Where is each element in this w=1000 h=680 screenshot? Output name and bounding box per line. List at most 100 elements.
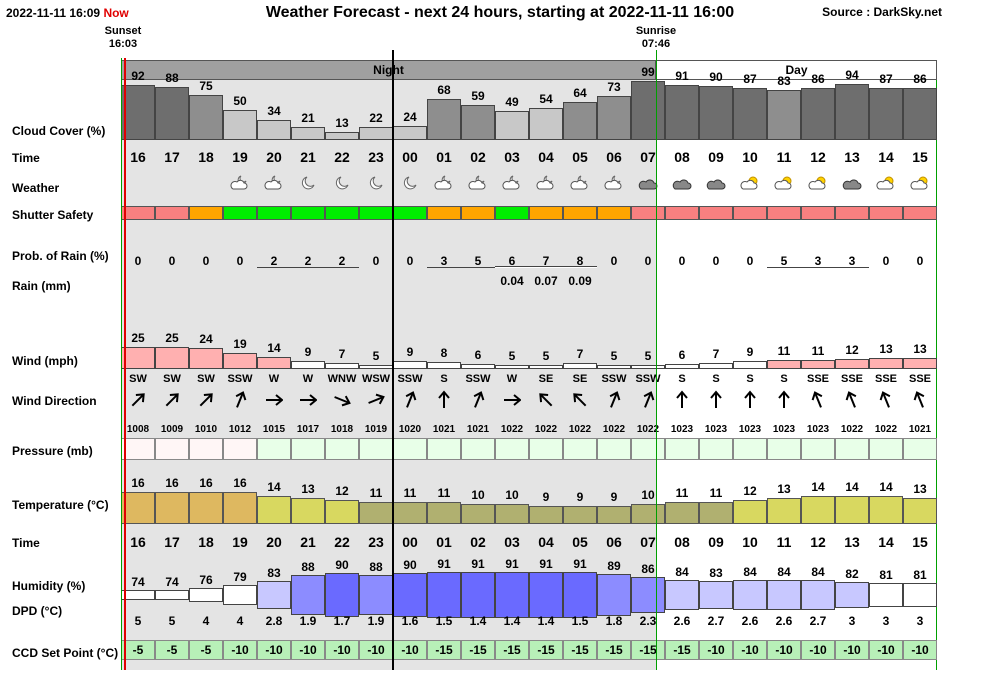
wind-arrow-icon: [843, 389, 861, 411]
ccd-cell: [767, 640, 801, 660]
partly-cloudy-day-icon: [876, 175, 896, 191]
time-value: 10: [742, 534, 758, 550]
time-value: 04: [538, 149, 554, 165]
wind-bar: [189, 348, 223, 369]
wind-dir-value: SW: [163, 373, 181, 385]
ccd-cell: [291, 640, 325, 660]
ccd-cell: [903, 640, 937, 660]
ccd-cell: [155, 640, 189, 660]
ccd-value: -10: [741, 643, 759, 657]
sunrise-line: [656, 50, 657, 670]
humidity-bar: [597, 574, 631, 616]
wind-dir-value: SSW: [635, 373, 661, 385]
temperature-value: 11: [437, 486, 451, 500]
dpd-value: 2.6: [741, 614, 759, 628]
partly-cloudy-night-icon: [502, 175, 522, 191]
temperature-value: 12: [743, 484, 757, 498]
cloud-value: 86: [811, 72, 825, 86]
rain-prob-value: 3: [848, 254, 856, 268]
shutter-safety-cell: [563, 206, 597, 220]
ccd-cell: [665, 640, 699, 660]
pressure-cell: [223, 438, 257, 460]
rain-prob-value: 2: [338, 254, 346, 268]
humidity-bar: [801, 579, 835, 611]
rain-prob-value: 3: [814, 254, 822, 268]
time-value: 01: [436, 149, 452, 165]
shutter-safety-cell: [801, 206, 835, 220]
wind-bar: [257, 357, 291, 369]
rain-prob-value: 6: [508, 254, 516, 268]
time-value: 16: [130, 149, 146, 165]
time-value: 21: [300, 149, 316, 165]
wind-bar: [291, 361, 325, 369]
cloud-value: 91: [675, 69, 689, 83]
cloudy-icon: [706, 175, 726, 191]
ccd-value: -10: [333, 643, 351, 657]
partly-cloudy-night-icon: [230, 175, 250, 191]
humidity-value: 89: [607, 559, 621, 574]
shutter-safety-cell: [733, 206, 767, 220]
pressure-value: 1009: [160, 424, 184, 435]
datetime-text: 2022-11-11 16:09: [6, 6, 101, 20]
row-label-humidity: Humidity (%): [12, 579, 86, 593]
wind-bar: [801, 360, 835, 369]
time-value: 13: [844, 534, 860, 550]
wind-dir-value: SSE: [840, 373, 863, 385]
humidity-bar: [631, 577, 665, 613]
pressure-cell: [495, 438, 529, 460]
row-label-time: Time: [12, 151, 40, 165]
cloud-value: 49: [505, 95, 519, 109]
rain-prob-bar: [767, 266, 801, 268]
band-header-night: Night: [121, 60, 656, 80]
dpd-value: 1.8: [605, 614, 623, 628]
ccd-value: -10: [265, 643, 283, 657]
temperature-bar: [461, 504, 495, 524]
row-label-dpd: DPD (°C): [12, 604, 63, 618]
time-value: 08: [674, 534, 690, 550]
sunrise-time: 07:46: [641, 38, 671, 50]
shutter-safety-cell: [257, 206, 291, 220]
shutter-safety-cell: [835, 206, 869, 220]
wind-value: 11: [777, 344, 791, 358]
rain-prob-bar: [529, 265, 563, 268]
time-value: 17: [164, 534, 180, 550]
temperature-value: 16: [233, 476, 247, 490]
dpd-value: 5: [134, 614, 142, 628]
time-value: 20: [266, 534, 282, 550]
temperature-bar: [903, 498, 937, 524]
time-value: 18: [198, 534, 214, 550]
cloud-bar: [257, 120, 291, 140]
cloud-bar: [869, 88, 903, 140]
wind-bar: [155, 347, 189, 369]
humidity-value: 81: [913, 567, 927, 582]
time-value: 15: [912, 534, 928, 550]
wind-arrow-icon: [911, 389, 929, 411]
shutter-safety-cell: [597, 206, 631, 220]
pressure-value: 1022: [840, 424, 864, 435]
rain-prob-bar: [461, 266, 495, 268]
humidity-bar: [699, 580, 733, 610]
wind-bar: [427, 362, 461, 369]
time-value: 06: [606, 534, 622, 550]
humidity-value: 82: [845, 566, 859, 581]
cloud-value: 54: [539, 92, 553, 106]
pressure-cell: [835, 438, 869, 460]
ccd-value: -5: [200, 643, 212, 657]
pressure-cell: [529, 438, 563, 460]
wind-arrow-icon: [673, 389, 691, 411]
shutter-safety-cell: [665, 206, 699, 220]
ccd-value: -10: [401, 643, 419, 657]
time-value: 06: [606, 149, 622, 165]
sunrise-marker: Sunrise 07:46: [626, 25, 686, 51]
dpd-value: 1.6: [401, 614, 419, 628]
pressure-cell: [189, 438, 223, 460]
humidity-bar: [189, 588, 223, 602]
wind-dir-value: SSE: [874, 373, 897, 385]
time-value: 12: [810, 534, 826, 550]
rain-prob-bar: [427, 267, 461, 269]
wind-dir-value: S: [780, 373, 788, 385]
wind-arrow-icon: [265, 389, 284, 411]
page-title: Weather Forecast - next 24 hours, starti…: [265, 4, 735, 21]
partly-cloudy-day-icon: [774, 175, 794, 191]
sunset-label: Sunset: [104, 25, 142, 37]
